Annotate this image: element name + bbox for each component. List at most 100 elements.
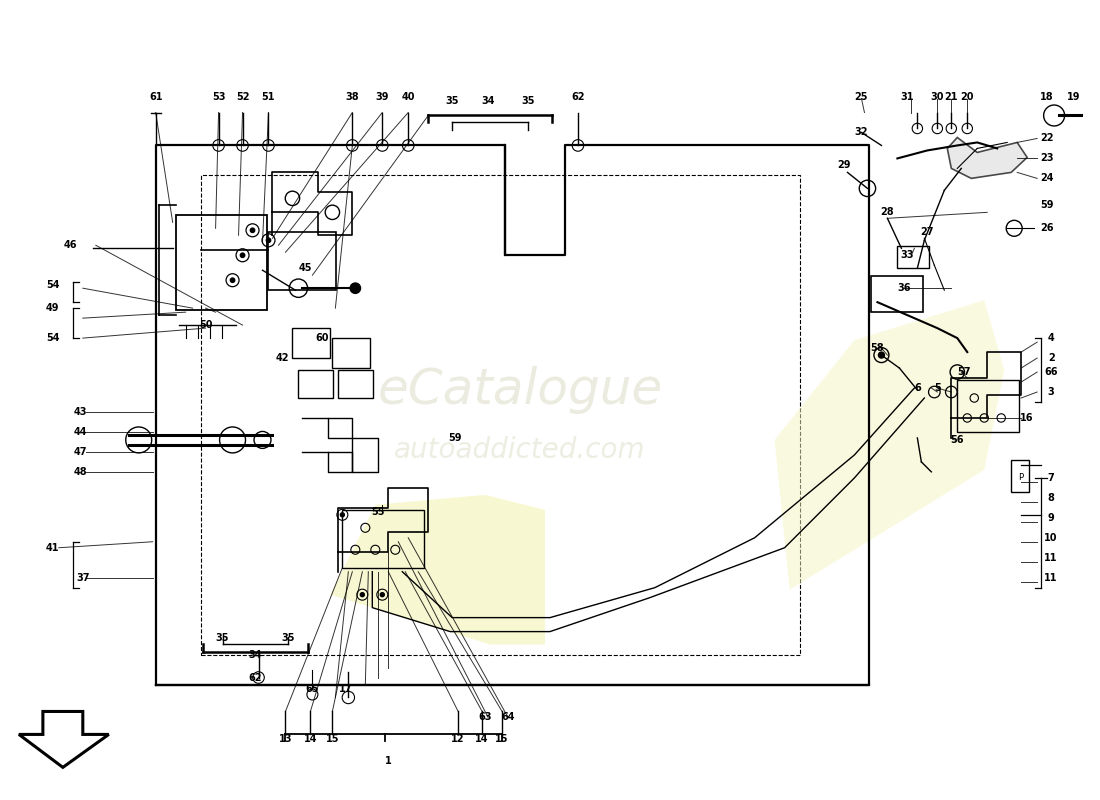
Text: 13: 13 <box>278 734 293 745</box>
Text: 58: 58 <box>870 343 884 353</box>
Text: 52: 52 <box>235 91 250 102</box>
Text: 31: 31 <box>901 91 914 102</box>
Text: 32: 32 <box>855 127 868 138</box>
Text: 56: 56 <box>950 435 964 445</box>
Text: 11: 11 <box>1044 573 1058 582</box>
Text: 59: 59 <box>1041 200 1054 210</box>
Bar <box>898 246 929 268</box>
Text: 35: 35 <box>521 95 535 106</box>
Bar <box>342 510 425 568</box>
Text: 16: 16 <box>1021 413 1034 423</box>
Text: 45: 45 <box>299 263 312 274</box>
Text: 7: 7 <box>1048 473 1055 483</box>
Text: 41: 41 <box>46 542 59 553</box>
Text: 37: 37 <box>76 573 89 582</box>
Bar <box>957 380 1020 432</box>
Text: 35: 35 <box>446 95 459 106</box>
Text: 25: 25 <box>855 91 868 102</box>
Text: 55: 55 <box>372 507 385 517</box>
Text: 47: 47 <box>74 447 88 457</box>
Text: 44: 44 <box>74 427 88 437</box>
Text: autoaddicted.com: autoaddicted.com <box>394 436 646 464</box>
Bar <box>1011 460 1030 492</box>
Text: 23: 23 <box>1041 154 1054 163</box>
Text: 34: 34 <box>249 650 262 659</box>
Circle shape <box>879 352 884 358</box>
Text: 64: 64 <box>502 713 515 722</box>
Circle shape <box>361 593 364 597</box>
Text: 10: 10 <box>1044 533 1058 542</box>
Circle shape <box>340 513 344 517</box>
Text: 54: 54 <box>46 333 59 343</box>
Circle shape <box>251 228 255 233</box>
Bar <box>871 276 923 312</box>
Text: 34: 34 <box>482 95 495 106</box>
Text: 4: 4 <box>1048 333 1055 343</box>
Text: 17: 17 <box>339 685 352 694</box>
Text: 35: 35 <box>282 633 295 642</box>
Circle shape <box>240 253 244 258</box>
Text: 61: 61 <box>148 91 163 102</box>
Bar <box>332 338 371 368</box>
Text: 15: 15 <box>495 734 509 745</box>
Circle shape <box>266 238 271 242</box>
Bar <box>200 175 800 654</box>
Polygon shape <box>947 138 1027 178</box>
Text: 46: 46 <box>64 240 78 250</box>
Text: 33: 33 <box>901 250 914 260</box>
Text: 36: 36 <box>898 283 911 293</box>
Text: 2: 2 <box>1048 353 1055 363</box>
Circle shape <box>381 593 384 597</box>
Text: 35: 35 <box>216 633 229 642</box>
Text: 28: 28 <box>881 207 894 218</box>
Text: 63: 63 <box>478 713 492 722</box>
Polygon shape <box>774 300 1004 590</box>
Polygon shape <box>330 495 544 645</box>
Text: 57: 57 <box>957 367 971 377</box>
Text: 62: 62 <box>249 673 262 682</box>
Polygon shape <box>19 711 109 767</box>
Text: 50: 50 <box>199 320 212 330</box>
Text: 38: 38 <box>345 91 360 102</box>
Bar <box>293 328 330 358</box>
Bar <box>298 370 333 398</box>
Text: 49: 49 <box>46 303 59 313</box>
Text: 53: 53 <box>212 91 226 102</box>
Text: 65: 65 <box>306 685 319 694</box>
Text: 30: 30 <box>931 91 944 102</box>
Text: 29: 29 <box>838 161 851 170</box>
Bar <box>268 232 337 290</box>
Text: 15: 15 <box>326 734 339 745</box>
Text: 1: 1 <box>385 756 392 766</box>
Text: 60: 60 <box>316 333 329 343</box>
Text: 18: 18 <box>1041 91 1054 102</box>
Text: 26: 26 <box>1041 223 1054 234</box>
Circle shape <box>350 283 361 294</box>
Text: 39: 39 <box>375 91 389 102</box>
Text: eCatalogue: eCatalogue <box>377 366 662 414</box>
Text: 5: 5 <box>934 383 940 393</box>
Text: 9: 9 <box>1048 513 1055 522</box>
Text: 66: 66 <box>1044 367 1058 377</box>
Text: 48: 48 <box>74 467 88 477</box>
Text: 54: 54 <box>46 280 59 290</box>
Text: 21: 21 <box>945 91 958 102</box>
Text: 19: 19 <box>1067 91 1081 102</box>
Text: 6: 6 <box>914 383 921 393</box>
Text: 3: 3 <box>1048 387 1055 397</box>
Text: 11: 11 <box>1044 553 1058 562</box>
Text: 8: 8 <box>1047 493 1055 503</box>
Text: 20: 20 <box>960 91 974 102</box>
Text: 62: 62 <box>571 91 585 102</box>
Bar <box>339 370 373 398</box>
Text: 14: 14 <box>304 734 317 745</box>
Text: 43: 43 <box>74 407 88 417</box>
Text: 27: 27 <box>921 227 934 238</box>
Text: 14: 14 <box>475 734 488 745</box>
Text: 22: 22 <box>1041 134 1054 143</box>
Text: 40: 40 <box>402 91 415 102</box>
Circle shape <box>230 278 234 282</box>
Text: P: P <box>1019 474 1024 482</box>
Text: 51: 51 <box>262 91 275 102</box>
Text: 59: 59 <box>449 433 462 443</box>
